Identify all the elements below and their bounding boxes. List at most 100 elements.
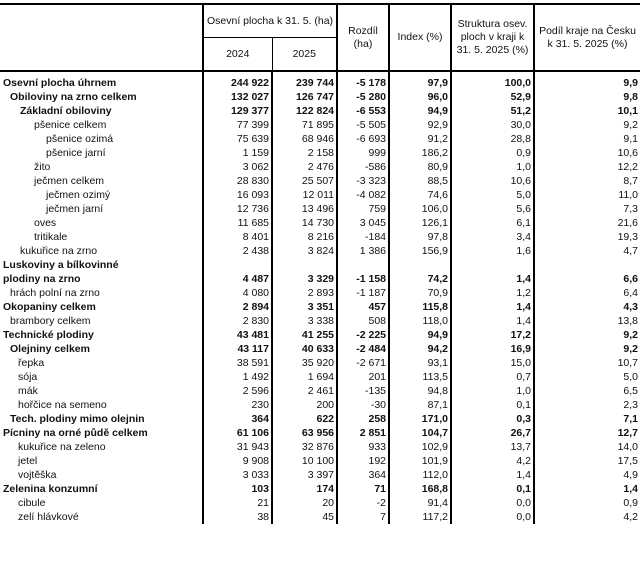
row-label: vojtěška <box>18 469 57 481</box>
table-row: pšenice jarní 1 159 2 158 999 186,2 0,9 10,6 <box>0 146 641 160</box>
table-row: Okopaniny celkem 2 894 3 351 457 115,8 1,4 4,3 <box>0 300 641 314</box>
value-index: 94,9 <box>388 104 452 118</box>
row-label: pšenice celkem <box>34 119 107 131</box>
value-2024: 2 596 <box>202 384 272 398</box>
value-share: 9,1 <box>533 132 641 146</box>
value-structure: 1,2 <box>450 286 535 300</box>
value-difference <box>336 258 390 272</box>
table-row: zelí hlávkové 38 45 7 117,2 0,0 4,2 <box>0 510 641 524</box>
value-2025: 200 <box>270 398 338 412</box>
value-share: 9,2 <box>533 342 641 356</box>
value-index: 102,9 <box>388 440 452 454</box>
value-structure: 0,0 <box>450 510 535 524</box>
value-index: 112,0 <box>388 468 452 482</box>
row-label: řepka <box>18 357 45 369</box>
value-share: 7,1 <box>533 412 641 426</box>
row-label: mák <box>18 385 38 397</box>
value-difference: 258 <box>336 412 390 426</box>
value-2025: 2 461 <box>270 384 338 398</box>
value-share: 2,3 <box>533 398 641 412</box>
row-label: hořčice na semeno <box>18 399 107 411</box>
row-label: Obiloviny na zrno celkem <box>10 91 137 103</box>
value-structure: 1,4 <box>450 314 535 328</box>
value-share: 9,9 <box>533 71 641 90</box>
table-row: Tech. plodiny mimo olejnin 364 622 258 171,0… <box>0 412 641 426</box>
value-2024: 11 685 <box>202 216 272 230</box>
value-2025: 12 011 <box>270 188 338 202</box>
value-share: 0,9 <box>533 496 641 510</box>
value-index: 171,0 <box>388 412 452 426</box>
value-share <box>533 258 641 272</box>
value-2024: 43 481 <box>202 328 272 342</box>
value-structure: 3,4 <box>450 230 535 244</box>
value-index: 87,1 <box>388 398 452 412</box>
value-structure: 1,0 <box>450 384 535 398</box>
value-2025: 13 496 <box>270 202 338 216</box>
header-label-column <box>0 3 203 72</box>
value-2025: 40 633 <box>270 342 338 356</box>
value-2024: 244 922 <box>202 71 272 90</box>
value-difference: -5 280 <box>336 90 390 104</box>
value-index: 94,2 <box>388 342 452 356</box>
value-2025: 20 <box>270 496 338 510</box>
row-label: pšenice jarní <box>46 147 106 159</box>
value-share: 9,2 <box>533 118 641 132</box>
value-structure: 10,6 <box>450 174 535 188</box>
value-difference: 2 851 <box>336 426 390 440</box>
value-share: 21,6 <box>533 216 641 230</box>
value-2024: 61 106 <box>202 426 272 440</box>
value-2025: 71 895 <box>270 118 338 132</box>
value-difference: -1 158 <box>336 272 390 286</box>
table-row: řepka 38 591 35 920 -2 671 93,1 15,0 10,7 <box>0 356 641 370</box>
table-row: Olejniny celkem 43 117 40 633 -2 484 94,2 16,… <box>0 342 641 356</box>
value-2025: 126 747 <box>270 90 338 104</box>
value-structure: 1,4 <box>450 468 535 482</box>
value-share: 9,2 <box>533 328 641 342</box>
value-index: 115,8 <box>388 300 452 314</box>
value-share: 11,0 <box>533 188 641 202</box>
table-row: ječmen ozimý 16 093 12 011 -4 082 74,6 5,0 11,… <box>0 188 641 202</box>
value-difference: -135 <box>336 384 390 398</box>
table-row: Luskoviny a bílkovinné <box>0 258 641 272</box>
value-index: 126,1 <box>388 216 452 230</box>
value-2024: 12 736 <box>202 202 272 216</box>
row-label: Tech. plodiny mimo olejnin <box>10 413 145 425</box>
value-2024: 31 943 <box>202 440 272 454</box>
value-2024: 38 591 <box>202 356 272 370</box>
value-index: 118,0 <box>388 314 452 328</box>
table-row: Technické plodiny 43 481 41 255 -2 225 94,9 1… <box>0 328 641 342</box>
value-index: 74,2 <box>388 272 452 286</box>
value-structure: 52,9 <box>450 90 535 104</box>
value-difference: 192 <box>336 454 390 468</box>
value-2025: 41 255 <box>270 328 338 342</box>
value-difference: -1 187 <box>336 286 390 300</box>
value-2024 <box>202 258 272 272</box>
value-difference: -2 225 <box>336 328 390 342</box>
row-label: Osevní plocha úhrnem <box>3 77 117 89</box>
value-share: 8,7 <box>533 174 641 188</box>
value-share: 4,3 <box>533 300 641 314</box>
value-2025: 3 338 <box>270 314 338 328</box>
value-2025: 3 351 <box>270 300 338 314</box>
value-2025 <box>270 258 338 272</box>
value-2025: 3 824 <box>270 244 338 258</box>
value-2024: 38 <box>202 510 272 524</box>
value-difference: -3 323 <box>336 174 390 188</box>
value-difference: -30 <box>336 398 390 412</box>
table-row: Základní obiloviny 129 377 122 824 -6 553 94… <box>0 104 641 118</box>
value-structure: 1,0 <box>450 160 535 174</box>
value-share: 17,5 <box>533 454 641 468</box>
value-structure: 1,4 <box>450 300 535 314</box>
value-difference: -2 <box>336 496 390 510</box>
value-difference: 1 386 <box>336 244 390 258</box>
table-row: jetel 9 908 10 100 192 101,9 4,2 17,5 <box>0 454 641 468</box>
value-2025: 3 329 <box>270 272 338 286</box>
value-2024: 103 <box>202 482 272 496</box>
value-2024: 77 399 <box>202 118 272 132</box>
row-label: zelí hlávkové <box>18 511 79 523</box>
row-label: Okopaniny celkem <box>3 301 96 313</box>
table-row: sója 1 492 1 694 201 113,5 0,7 5,0 <box>0 370 641 384</box>
value-difference: -2 671 <box>336 356 390 370</box>
value-share: 13,8 <box>533 314 641 328</box>
value-structure: 0,7 <box>450 370 535 384</box>
